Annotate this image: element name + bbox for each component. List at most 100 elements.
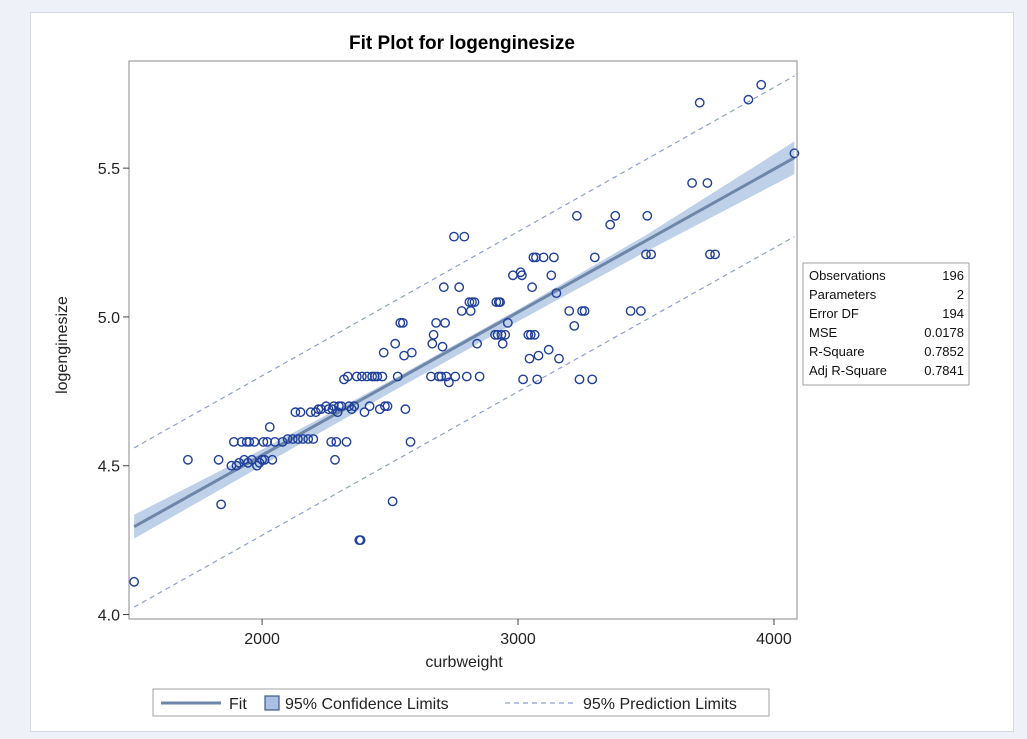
data-point xyxy=(244,436,255,447)
stats-label: Error DF xyxy=(809,306,859,321)
data-point xyxy=(538,252,549,263)
data-point xyxy=(364,401,375,412)
data-point xyxy=(610,210,621,221)
legend-border xyxy=(152,688,770,717)
data-point xyxy=(259,454,270,465)
data-point xyxy=(295,407,306,418)
data-point xyxy=(438,282,449,293)
data-point xyxy=(264,422,275,432)
data-point xyxy=(405,436,416,447)
data-point xyxy=(532,374,543,385)
data-point xyxy=(449,231,459,242)
x-axis-label: curbweight xyxy=(425,654,503,671)
data-point xyxy=(564,306,575,316)
data-point xyxy=(382,401,393,412)
data-point xyxy=(252,460,262,471)
data-point xyxy=(400,404,411,415)
data-point xyxy=(213,454,224,465)
data-point xyxy=(702,178,713,188)
data-point xyxy=(579,306,590,316)
data-point xyxy=(346,404,357,415)
data-point xyxy=(642,210,653,221)
stats-value: 0.7852 xyxy=(924,344,964,359)
fit-plot-svg: Fit Plot for logenginesize 2000 3000 4000 4… xyxy=(54,33,970,717)
data-point xyxy=(290,407,301,418)
data-point xyxy=(331,436,342,447)
data-point xyxy=(636,306,646,316)
data-point xyxy=(459,231,470,242)
data-point xyxy=(546,270,557,281)
data-point xyxy=(231,460,242,471)
data-point xyxy=(687,178,697,188)
data-point xyxy=(469,297,480,307)
data-point xyxy=(461,371,472,382)
data-point xyxy=(440,317,450,328)
data-point xyxy=(351,371,362,382)
data-point xyxy=(454,282,465,293)
prediction-limit-lower xyxy=(133,236,795,608)
chart-frame: Fit Plot for logenginesize 2000 3000 4000 4… xyxy=(30,12,1014,732)
stats-border xyxy=(802,262,970,386)
y-tick-label: 5.0 xyxy=(98,310,120,327)
plot-border xyxy=(128,60,798,620)
data-point xyxy=(308,434,319,444)
x-tick-label: 4000 xyxy=(756,631,792,648)
stats-value: 0.7841 xyxy=(924,363,964,378)
data-point xyxy=(524,353,535,364)
data-point xyxy=(497,338,508,349)
data-point xyxy=(569,320,580,331)
data-point xyxy=(428,329,439,340)
data-point xyxy=(292,434,303,444)
data-point xyxy=(379,401,390,412)
data-point xyxy=(287,434,298,444)
confidence-band xyxy=(134,141,795,539)
stats-label: Observations xyxy=(809,268,886,283)
data-point xyxy=(349,401,360,412)
data-point xyxy=(646,249,656,260)
data-point xyxy=(216,499,227,510)
data-point xyxy=(527,282,537,293)
data-point xyxy=(427,338,438,349)
data-point xyxy=(625,306,636,316)
data-point xyxy=(310,407,321,418)
data-point xyxy=(589,252,600,263)
data-point xyxy=(390,338,401,349)
data-point xyxy=(587,374,598,385)
data-point xyxy=(258,436,269,447)
legend: Fit 95% Confidence Limits 95% Prediction… xyxy=(152,688,770,717)
data-point xyxy=(356,371,367,382)
data-point xyxy=(490,329,500,340)
data-point xyxy=(743,94,754,105)
data-point xyxy=(516,270,527,281)
data-point xyxy=(355,535,366,545)
prediction-limit-upper xyxy=(133,75,795,449)
data-point xyxy=(359,407,370,418)
data-point xyxy=(789,148,800,159)
data-point xyxy=(577,306,587,316)
x-tick-label: 2000 xyxy=(244,631,280,648)
data-point xyxy=(543,344,554,355)
stats-value: 196 xyxy=(942,268,964,283)
y-tick-label: 4.0 xyxy=(98,608,120,625)
data-point xyxy=(397,317,408,328)
data-point xyxy=(395,317,406,328)
data-point xyxy=(472,338,482,349)
y-axis-label: logenginesize xyxy=(54,296,71,394)
stats-label: MSE xyxy=(809,325,838,340)
data-point xyxy=(641,249,651,260)
data-point xyxy=(344,401,354,412)
data-point xyxy=(254,457,265,468)
chart-title: Fit Plot for logenginesize xyxy=(349,33,575,54)
data-point xyxy=(182,454,193,465)
stats-value: 194 xyxy=(942,306,964,321)
data-point xyxy=(303,434,314,444)
data-point xyxy=(367,371,377,382)
legend-prediction-label: 95% Prediction Limits xyxy=(583,696,737,713)
data-point xyxy=(554,353,564,364)
data-point xyxy=(465,306,476,316)
data-point xyxy=(518,374,528,385)
data-point xyxy=(456,306,467,316)
data-point xyxy=(525,329,536,340)
data-point xyxy=(551,288,562,298)
data-point xyxy=(694,97,705,108)
